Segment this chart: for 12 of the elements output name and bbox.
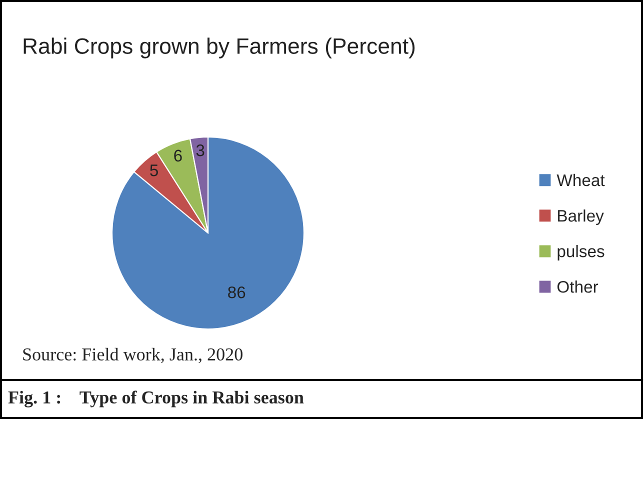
- chart-title: Rabi Crops grown by Farmers (Percent): [24, 38, 415, 58]
- data-label: 6: [174, 150, 182, 162]
- legend-label: Wheat: [556, 174, 605, 186]
- source-note: Source: Field work, Jan., 2020: [23, 348, 242, 364]
- data-label: 5: [150, 164, 158, 176]
- caption: Fig. 1 : Type of Crops in Rabi season: [8, 390, 304, 408]
- legend-label: Barley: [558, 209, 604, 225]
- data-label: 86: [228, 286, 246, 298]
- data-label: 3: [196, 144, 204, 156]
- pie-slice: [111, 136, 305, 330]
- legend-label: Other: [557, 280, 598, 293]
- legend-label: pulses: [558, 245, 604, 261]
